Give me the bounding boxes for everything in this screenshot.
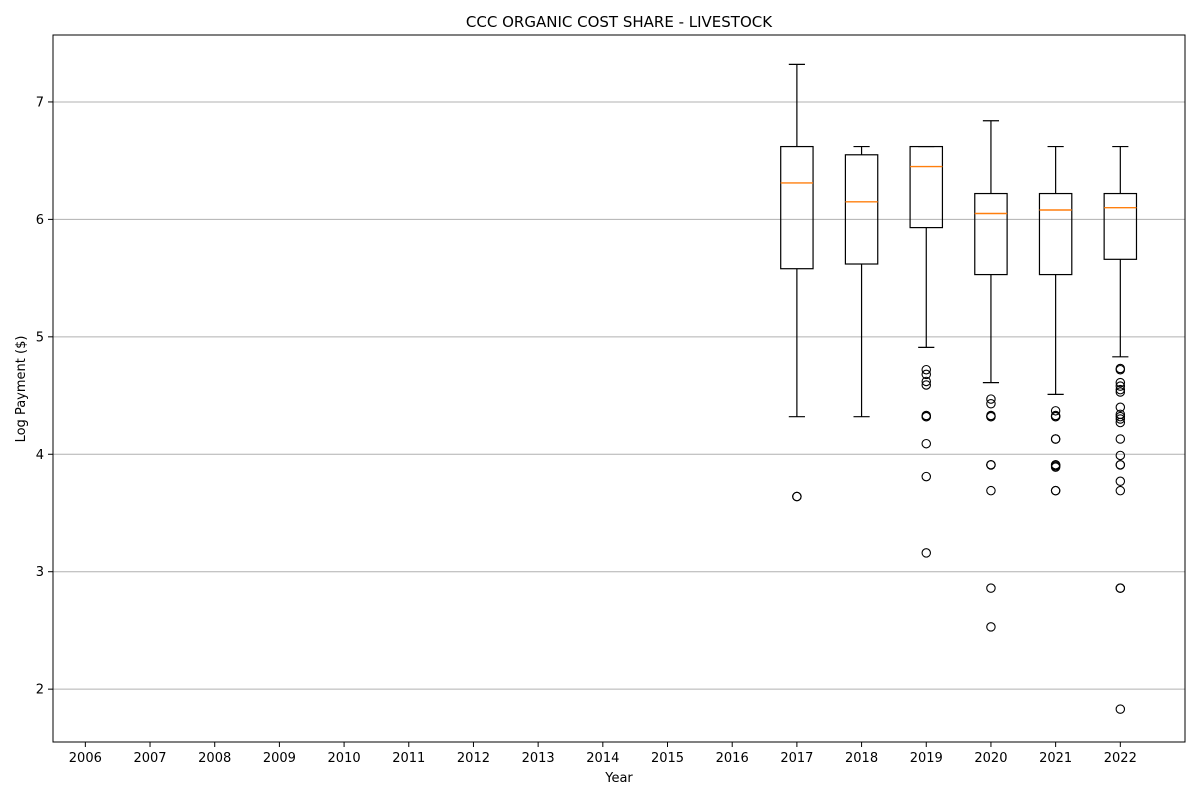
plot-frame: [52, 34, 1186, 743]
chart-title: CCC ORGANIC COST SHARE - LIVESTOCK: [466, 13, 773, 31]
box-2020: [974, 120, 1008, 632]
outlier-point: [1115, 414, 1126, 424]
outlier-point: [921, 369, 932, 380]
outlier-point: [986, 411, 996, 422]
x-tick-label: 2009: [263, 751, 296, 766]
x-tick-label: 2018: [845, 751, 878, 766]
outlier-point: [921, 380, 932, 390]
x-tick-label: 2007: [133, 751, 166, 766]
iqr-box: [844, 154, 879, 265]
outlier-point: [1115, 417, 1126, 428]
x-tick-label: 2006: [69, 751, 102, 766]
x-tick-label: 2013: [522, 751, 555, 766]
box-2017: [780, 63, 814, 502]
outlier-point: [1115, 434, 1126, 444]
outlier-point: [921, 411, 932, 422]
outlier-point: [921, 438, 932, 449]
outlier-point: [1115, 387, 1126, 397]
x-tick-label: 2017: [780, 751, 813, 766]
outlier-point: [921, 364, 932, 375]
outlier-point: [1115, 704, 1126, 714]
box-2018: [844, 145, 879, 418]
outlier-point: [1115, 377, 1126, 388]
outlier-point: [1115, 583, 1126, 593]
x-tick-label: 2021: [1039, 751, 1072, 766]
outlier-point: [921, 376, 932, 387]
outlier-point: [1115, 460, 1126, 470]
x-tick-label: 2011: [392, 751, 425, 766]
iqr-box: [1038, 192, 1073, 276]
outlier-point: [986, 485, 996, 496]
x-tick-label: 2022: [1104, 751, 1137, 766]
x-tick-label: 2019: [910, 751, 943, 766]
outlier-point: [986, 399, 996, 409]
outlier-point: [986, 394, 996, 404]
x-tick-label: 2015: [651, 751, 684, 766]
box-2021: [1038, 145, 1073, 496]
y-axis-ticks: 2 3 4 5 6 7: [36, 95, 53, 698]
box-2019: [909, 145, 944, 558]
x-tick-label: 2012: [457, 751, 490, 766]
outlier-point: [1115, 384, 1126, 395]
outlier-point: [1115, 485, 1126, 496]
outlier-point: [986, 460, 996, 470]
y-tick-label: 4: [36, 448, 44, 463]
iqr-box: [780, 145, 814, 270]
x-tick-label: 2016: [716, 751, 749, 766]
iqr-box: [1103, 192, 1138, 260]
x-axis-label: Year: [604, 771, 633, 786]
y-tick-label: 6: [36, 213, 44, 228]
outlier-point: [792, 491, 802, 502]
outlier-point: [1050, 406, 1061, 416]
outlier-point: [1050, 434, 1061, 444]
outlier-point: [1115, 411, 1126, 422]
y-tick-label: 3: [36, 565, 44, 580]
outlier-point: [921, 471, 932, 482]
gridlines: [53, 101, 1185, 690]
iqr-box: [974, 192, 1008, 276]
outlier-point: [1050, 462, 1061, 472]
outlier-point: [1115, 402, 1126, 413]
outlier-point: [986, 622, 996, 632]
y-axis-label: Log Payment ($): [14, 336, 29, 443]
x-tick-label: 2014: [586, 751, 619, 766]
outlier-point: [986, 583, 996, 593]
outlier-point: [1115, 364, 1126, 375]
box-2022: [1103, 145, 1138, 714]
x-tick-label: 2020: [974, 751, 1007, 766]
boxes-group: [780, 63, 1138, 714]
outlier-point: [1115, 450, 1126, 461]
x-axis-ticks: 2006 2007 2008 2009 2010 2011 2012 2013 2014 2015…: [69, 742, 1137, 766]
outlier-point: [1050, 485, 1061, 496]
y-tick-label: 5: [36, 330, 44, 345]
y-tick-label: 2: [36, 683, 44, 698]
outlier-point: [1115, 476, 1126, 487]
x-tick-label: 2010: [328, 751, 361, 766]
outlier-point: [1050, 411, 1061, 422]
outlier-point: [921, 548, 932, 558]
y-tick-label: 7: [36, 95, 44, 110]
x-tick-label: 2008: [198, 751, 231, 766]
outlier-point: [1115, 381, 1126, 391]
iqr-box: [909, 145, 944, 229]
